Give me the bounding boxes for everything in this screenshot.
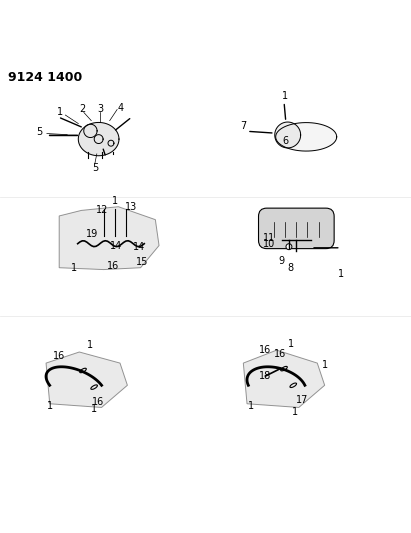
Text: 1: 1 xyxy=(292,407,298,417)
Polygon shape xyxy=(276,123,337,151)
Text: 1: 1 xyxy=(289,339,294,349)
Polygon shape xyxy=(275,122,300,148)
Text: 1: 1 xyxy=(88,340,93,350)
Text: 3: 3 xyxy=(97,104,104,114)
Text: 8: 8 xyxy=(288,263,294,273)
Polygon shape xyxy=(79,123,119,156)
Text: 16: 16 xyxy=(92,397,104,407)
Text: 13: 13 xyxy=(125,201,137,212)
Text: 18: 18 xyxy=(259,371,272,381)
Text: 9124 1400: 9124 1400 xyxy=(8,71,83,84)
Text: 16: 16 xyxy=(107,261,119,271)
Text: 1: 1 xyxy=(248,401,254,410)
Text: 1: 1 xyxy=(91,405,97,414)
Text: 7: 7 xyxy=(240,121,247,131)
Polygon shape xyxy=(243,350,325,407)
Text: 1: 1 xyxy=(71,263,77,273)
Text: 16: 16 xyxy=(274,349,286,359)
FancyBboxPatch shape xyxy=(259,208,334,248)
Text: 4: 4 xyxy=(118,103,124,112)
Text: 1: 1 xyxy=(112,196,118,206)
Text: 1: 1 xyxy=(322,360,328,370)
Text: 1: 1 xyxy=(57,108,63,117)
Text: 9: 9 xyxy=(279,256,284,266)
Text: 1: 1 xyxy=(338,269,344,279)
Text: 1: 1 xyxy=(47,401,53,410)
Text: 2: 2 xyxy=(79,104,85,114)
Text: 5: 5 xyxy=(36,127,43,136)
Text: 6: 6 xyxy=(283,135,289,146)
Text: 14: 14 xyxy=(133,243,145,253)
Text: 12: 12 xyxy=(95,205,108,215)
Text: 16: 16 xyxy=(259,345,272,355)
Text: 15: 15 xyxy=(136,257,149,267)
Circle shape xyxy=(286,244,292,249)
Text: 17: 17 xyxy=(296,395,309,405)
Text: 1: 1 xyxy=(282,91,288,101)
Text: 11: 11 xyxy=(263,233,275,243)
Polygon shape xyxy=(59,207,159,270)
Text: 16: 16 xyxy=(53,351,65,361)
Polygon shape xyxy=(46,352,127,407)
Text: 14: 14 xyxy=(111,240,122,251)
Text: 19: 19 xyxy=(86,229,99,239)
Text: 10: 10 xyxy=(263,239,275,249)
Text: 5: 5 xyxy=(92,163,98,173)
